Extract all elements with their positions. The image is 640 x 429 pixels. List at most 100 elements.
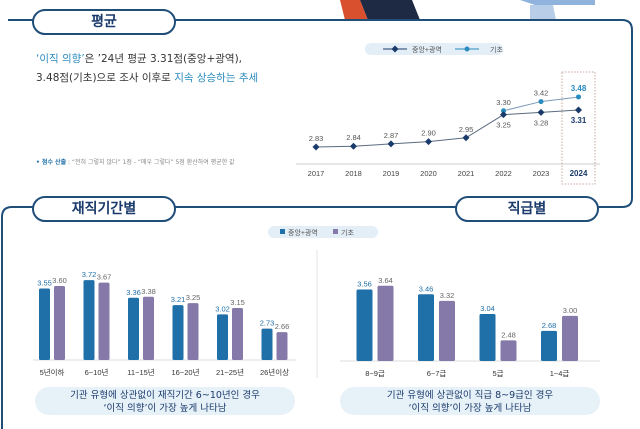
bar-data-label: 3.04 (480, 304, 495, 313)
note-label: • 점수 산출 (36, 159, 67, 166)
bar-basic (143, 296, 154, 360)
bar-category-label: 21~25년 (216, 367, 244, 377)
bar-central (83, 280, 95, 360)
bar-data-label: 3.56 (357, 280, 372, 289)
data-label-central: 2.90 (421, 129, 436, 138)
data-label-basic: 3.42 (534, 89, 549, 98)
bar-category-label: 6~10년 (85, 367, 109, 377)
bar-data-label: 2.66 (275, 322, 290, 331)
bar-central (479, 314, 496, 361)
callout-line: 기관 유형에 상관없이 직급 8~9급인 경우 (386, 390, 554, 401)
callout-line: ‘이직 의향’이 가장 높게 나타남 (103, 403, 227, 414)
data-label-central: 2.83 (309, 134, 324, 143)
callout-line: ‘이직 의향’이 가장 높게 나타남 (408, 403, 532, 414)
bar-legend-label-basic: 기초 (341, 228, 354, 237)
bar-category-label: 1~4급 (550, 369, 570, 378)
data-label-basic: 3.30 (496, 98, 511, 107)
x-tick-label: 2018 (345, 169, 362, 178)
point-central (500, 111, 507, 119)
legend-marker-central (391, 45, 399, 53)
bar-basic (98, 282, 110, 360)
legend-marker-basic (464, 46, 470, 52)
bar-basic (276, 332, 288, 360)
highlight-box-2024 (561, 71, 596, 185)
bar-category-label: 26년이상 (260, 367, 289, 377)
bar-category-label: 11~15년 (127, 367, 155, 377)
section-title-grade: 직급별 (455, 196, 599, 222)
bar-legend-label-central: 중앙+광역 (288, 228, 318, 237)
point-central (462, 134, 470, 142)
data-label-central: 2.87 (384, 131, 399, 140)
bar-data-label: 3.67 (97, 273, 112, 282)
bar-basic (54, 286, 65, 360)
point-central (425, 138, 432, 146)
data-label-central: 2.84 (346, 133, 361, 142)
bar-central (172, 305, 184, 360)
bar-category-label: 8~9급 (365, 369, 385, 378)
bar-category-label: 6~7급 (427, 369, 447, 378)
bar-data-label: 3.36 (126, 288, 141, 297)
line-central (315, 109, 579, 148)
bar-category-label: 16~20년 (172, 367, 200, 377)
bar-data-label: 3.55 (37, 278, 52, 287)
bar-basic (232, 308, 243, 360)
chair-illustration (340, 0, 368, 20)
data-label-central: 3.25 (496, 121, 511, 130)
score-note: • 점수 산출 : “전혀 그렇지 않다” 1점 - “매우 그렇다” 5점 환… (36, 157, 235, 166)
bar-central (217, 314, 228, 360)
headline-highlight: ‘이직 의향’ (36, 53, 85, 65)
bar-data-label: 3.72 (82, 270, 97, 279)
headline-highlight-2: 지속 상승하는 추세 (174, 72, 259, 84)
bar-data-label: 3.46 (419, 284, 434, 293)
callout-tenure: 기관 유형에 상관없이 재직기간 6~10년인 경우 ‘이직 의향’이 가장 높… (35, 387, 295, 415)
legend-background (365, 43, 503, 55)
data-label-central: 3.28 (534, 118, 549, 127)
bar-data-label: 3.02 (215, 304, 230, 313)
bar-central (418, 294, 434, 361)
data-label-central: 2.95 (459, 125, 474, 134)
x-tick-label: 2024 (570, 169, 588, 178)
bar-central (356, 289, 373, 361)
bar-data-label: 2.73 (260, 319, 275, 328)
bar-data-label: 2.48 (501, 330, 516, 339)
x-tick-label: 2020 (420, 169, 437, 178)
point-basic (538, 99, 544, 105)
bar-category-label: 5급 (492, 369, 503, 378)
x-tick-label: 2017 (308, 169, 325, 178)
bar-basic (377, 285, 394, 361)
callout-grade: 기관 유형에 상관없이 직급 8~9급인 경우 ‘이직 의향’이 가장 높게 나… (340, 387, 600, 415)
x-tick-label: 2023 (533, 169, 550, 178)
bar-central (261, 328, 273, 360)
headline-text: 은 ’24년 평균 3.31점(중앙+광역), (84, 53, 243, 65)
bar-central (541, 330, 557, 361)
bar-basic (562, 315, 578, 361)
bar-data-label: 3.32 (440, 291, 455, 300)
point-central (537, 108, 545, 116)
bar-basic (187, 303, 199, 360)
bar-data-label: 3.60 (52, 276, 67, 285)
bar-category-label: 5년이하 (40, 367, 65, 377)
bar-data-label: 3.64 (378, 276, 393, 285)
chair-back-illustration (360, 0, 420, 20)
x-tick-label: 2019 (383, 169, 400, 178)
point-central (575, 106, 582, 114)
bar-central (39, 288, 50, 360)
data-label-basic: 3.48 (571, 84, 587, 93)
bar-data-label: 3.00 (563, 306, 578, 315)
bar-central (128, 297, 139, 360)
bar-data-label: 3.25 (186, 293, 201, 302)
section-title-average: 평균 (32, 9, 176, 35)
note-text: : “전혀 그렇지 않다” 1점 - “매우 그렇다” 5점 환산하여 평균한 … (66, 159, 235, 166)
bar-data-label: 3.21 (171, 295, 186, 304)
bar-legend-swatch-central (280, 229, 285, 234)
point-central (350, 142, 357, 150)
legend-label-basic: 기초 (490, 45, 503, 54)
bar-basic (439, 300, 455, 361)
legend-label-central: 중앙+광역 (412, 45, 442, 54)
bar-basic (500, 340, 517, 361)
headline-text-2: 3.48점(기초)으로 조사 이후로 (36, 72, 175, 84)
point-central (312, 143, 320, 151)
headline: ‘이직 의향’은 ’24년 평균 3.31점(중앙+광역), 3.48점(기초)… (36, 50, 258, 88)
